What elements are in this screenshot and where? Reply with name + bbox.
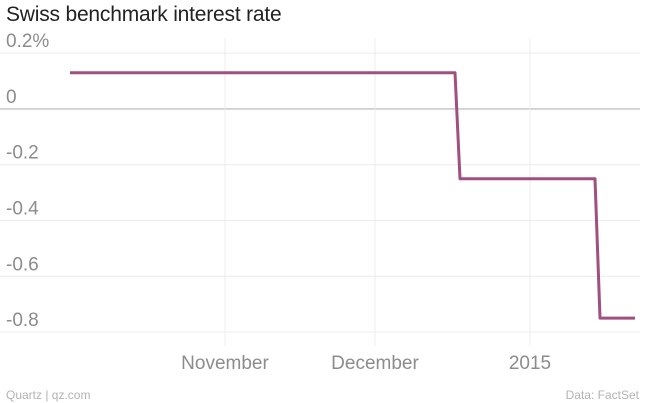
y-tick-label: -0.2 [6, 143, 39, 164]
y-tick-label: -0.8 [6, 310, 39, 331]
footer-data-source: Data: FactSet [565, 388, 639, 402]
grid [0, 38, 640, 346]
x-tick-label: November [181, 353, 269, 374]
chart-title: Swiss benchmark interest rate [6, 3, 282, 26]
y-tick-label: 0 [6, 87, 17, 108]
series-line [70, 71, 635, 320]
x-tick-label: December [331, 353, 419, 374]
y-axis-ticks: 0.2% 0 -0.2 -0.4 -0.6 -0.8 [6, 31, 49, 331]
series [70, 71, 635, 320]
x-tick-label: 2015 [509, 353, 551, 374]
y-tick-label: 0.2% [6, 31, 49, 52]
y-tick-label: -0.6 [6, 254, 39, 275]
y-tick-label: -0.4 [6, 198, 39, 219]
x-axis-ticks: November December 2015 [181, 353, 551, 374]
footer-credit: Quartz | qz.com [6, 388, 91, 402]
